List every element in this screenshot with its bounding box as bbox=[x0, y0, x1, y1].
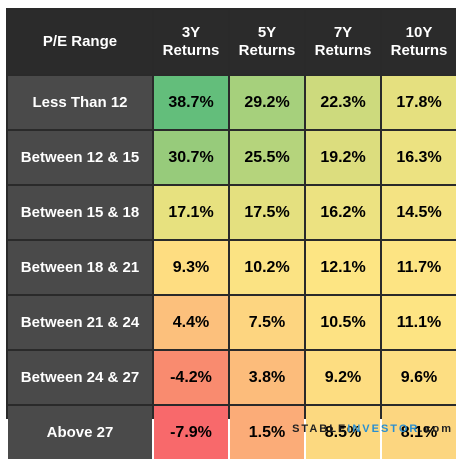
table-cell: 25.5% bbox=[230, 131, 304, 184]
table-cell: 38.7% bbox=[154, 76, 228, 129]
table-cell: 19.2% bbox=[306, 131, 380, 184]
header-column: 10Y Returns bbox=[382, 10, 456, 74]
table-cell: 9.6% bbox=[382, 351, 456, 404]
table-cell: 29.2% bbox=[230, 76, 304, 129]
pe-returns-table: P/E Range 3Y Returns 5Y Returns 7Y Returns 1… bbox=[6, 8, 456, 459]
row-label: Between 21 & 24 bbox=[8, 296, 152, 349]
table-cell: -7.9% bbox=[154, 406, 228, 459]
table-cell: 22.3% bbox=[306, 76, 380, 129]
row-label: Between 15 & 18 bbox=[8, 186, 152, 239]
table-cell: 14.5% bbox=[382, 186, 456, 239]
table-cell: 3.8% bbox=[230, 351, 304, 404]
table-cell: 10.2% bbox=[230, 241, 304, 294]
row-label: Between 12 & 15 bbox=[8, 131, 152, 184]
watermark-part-2: INVESTOR bbox=[347, 423, 420, 435]
table-cell: 17.8% bbox=[382, 76, 456, 129]
header-column: 5Y Returns bbox=[230, 10, 304, 74]
header-column: 7Y Returns bbox=[306, 10, 380, 74]
table-cell: 10.5% bbox=[306, 296, 380, 349]
table-cell: 17.5% bbox=[230, 186, 304, 239]
watermark-part-3: .com bbox=[419, 423, 453, 435]
row-label: Above 27 bbox=[8, 406, 152, 459]
table-cell: 7.5% bbox=[230, 296, 304, 349]
table-cell: 30.7% bbox=[154, 131, 228, 184]
table-cell: 12.1% bbox=[306, 241, 380, 294]
table-cell: 16.2% bbox=[306, 186, 380, 239]
row-label: Between 24 & 27 bbox=[8, 351, 152, 404]
table-cell: 4.4% bbox=[154, 296, 228, 349]
row-label: Between 18 & 21 bbox=[8, 241, 152, 294]
table-cell: -4.2% bbox=[154, 351, 228, 404]
header-column: 3Y Returns bbox=[154, 10, 228, 74]
table-cell: 11.7% bbox=[382, 241, 456, 294]
header-corner: P/E Range bbox=[8, 10, 152, 74]
table-cell: 9.3% bbox=[154, 241, 228, 294]
table-cell: 16.3% bbox=[382, 131, 456, 184]
row-label: Less Than 12 bbox=[8, 76, 152, 129]
table-cell: 11.1% bbox=[382, 296, 456, 349]
table-cell: 9.2% bbox=[306, 351, 380, 404]
watermark: STABLEINVESTOR.com bbox=[292, 423, 453, 435]
watermark-part-1: STABLE bbox=[292, 423, 348, 435]
table-cell: 17.1% bbox=[154, 186, 228, 239]
